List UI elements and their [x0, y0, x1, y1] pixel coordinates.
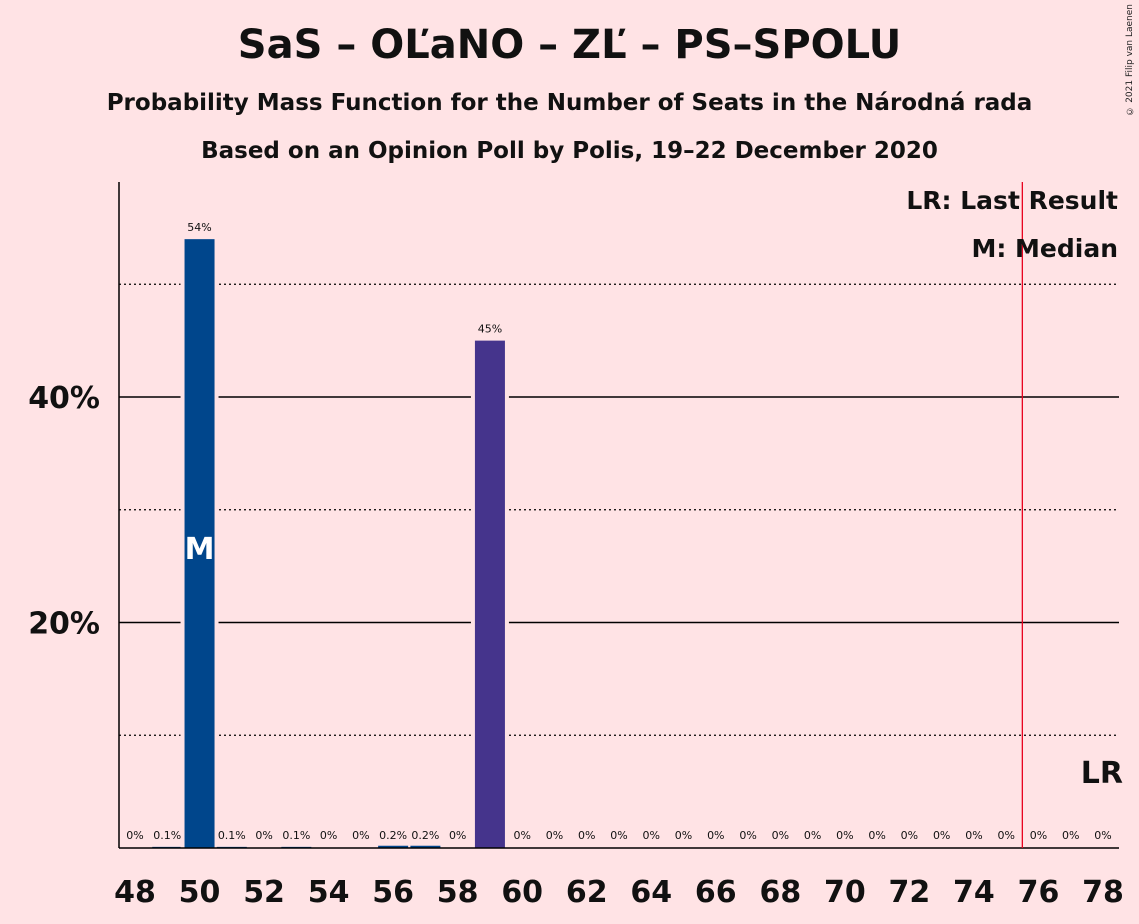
x-tick-label-50: 50 [179, 875, 221, 910]
chart-source: Based on an Opinion Poll by Polis, 19–22… [201, 138, 938, 164]
value-label-73: 0% [933, 829, 950, 842]
y-tick-label-20: 20% [28, 607, 100, 642]
value-labels: 0% 0.1% 54% 0.1% 0% 0.1% 0% 0% 0.2% 0.2% 0% 45% 0% 0%… [126, 221, 1111, 842]
markers: LR M [185, 182, 1123, 848]
axes: 20% 40% 48 50 52 54 56 58 60 62 64 66 68 70 72 74 76 78 [28, 182, 1124, 910]
value-label-58: 0% [449, 829, 466, 842]
bar-56 [378, 845, 409, 848]
value-label-55: 0% [352, 829, 369, 842]
bar-50 [184, 239, 215, 848]
x-tick-label-58: 58 [437, 875, 479, 910]
legend: LR: Last Result M: Median [906, 186, 1118, 263]
value-label-61: 0% [546, 829, 563, 842]
bar-57 [410, 845, 441, 848]
last-result-marker: LR [1081, 756, 1123, 791]
x-tick-label-56: 56 [372, 875, 414, 910]
chart-subtitle: Probability Mass Function for the Number… [106, 90, 1033, 116]
x-tick-label-66: 66 [695, 875, 737, 910]
value-label-60: 0% [513, 829, 530, 842]
value-label-48: 0% [126, 829, 143, 842]
bar-59 [474, 340, 505, 848]
value-label-67: 0% [739, 829, 756, 842]
value-label-54: 0% [320, 829, 337, 842]
legend-median: M: Median [971, 234, 1118, 263]
value-label-68: 0% [772, 829, 789, 842]
x-tick-label-78: 78 [1082, 875, 1124, 910]
value-label-66: 0% [707, 829, 724, 842]
value-label-69: 0% [804, 829, 821, 842]
value-label-52: 0% [255, 829, 272, 842]
value-label-59: 45% [478, 323, 502, 336]
value-label-64: 0% [643, 829, 660, 842]
value-label-65: 0% [675, 829, 692, 842]
value-label-70: 0% [836, 829, 853, 842]
x-tick-label-48: 48 [114, 875, 156, 910]
median-marker: M [185, 532, 215, 567]
x-tick-label-52: 52 [243, 875, 285, 910]
x-tick-label-76: 76 [1018, 875, 1060, 910]
x-tick-label-74: 74 [953, 875, 995, 910]
y-tick-label-40: 40% [28, 381, 100, 416]
value-label-76: 0% [1030, 829, 1047, 842]
value-label-63: 0% [610, 829, 627, 842]
value-label-56: 0.2% [379, 829, 407, 842]
x-tick-label-70: 70 [824, 875, 866, 910]
chart-title: SaS – OĽaNO – ZĽ – PS–SPOLU [237, 22, 902, 68]
legend-last-result: LR: Last Result [906, 186, 1118, 215]
value-label-53: 0.1% [282, 829, 310, 842]
value-label-72: 0% [901, 829, 918, 842]
x-tick-label-68: 68 [759, 875, 801, 910]
bars [152, 235, 509, 848]
x-tick-label-64: 64 [630, 875, 672, 910]
value-label-51: 0.1% [218, 829, 246, 842]
value-label-75: 0% [997, 829, 1014, 842]
gridlines [119, 283, 1119, 736]
value-label-74: 0% [965, 829, 982, 842]
value-label-77: 0% [1062, 829, 1079, 842]
value-label-62: 0% [578, 829, 595, 842]
value-label-57: 0.2% [411, 829, 439, 842]
x-tick-label-62: 62 [566, 875, 608, 910]
value-label-71: 0% [868, 829, 885, 842]
x-tick-label-72: 72 [889, 875, 931, 910]
x-tick-label-60: 60 [501, 875, 543, 910]
x-tick-label-54: 54 [308, 875, 350, 910]
value-label-78: 0% [1094, 829, 1111, 842]
value-label-49: 0.1% [153, 829, 181, 842]
value-label-50: 54% [187, 221, 211, 234]
